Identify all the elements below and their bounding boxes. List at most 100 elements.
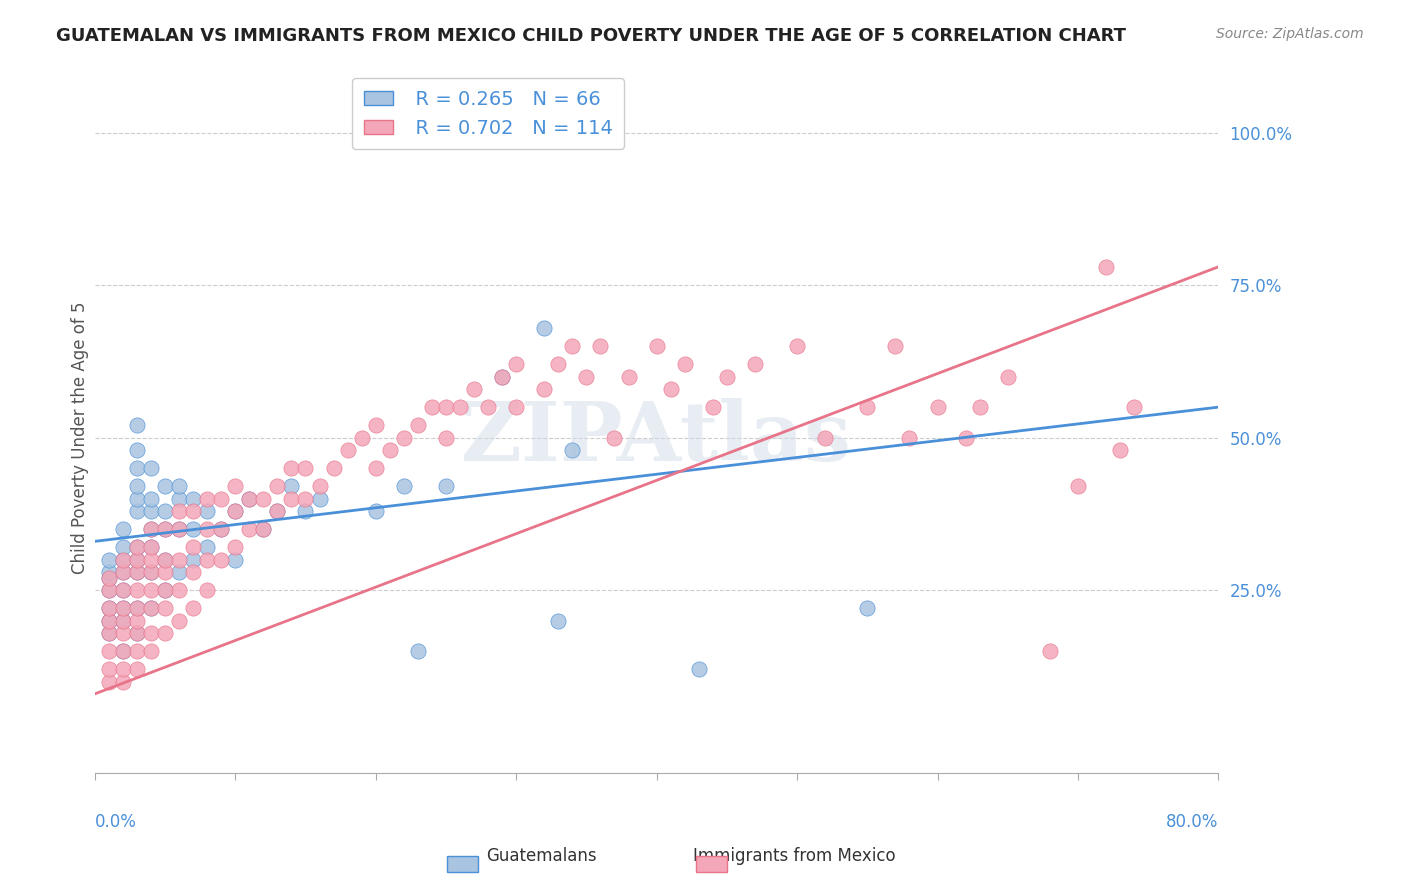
Point (434, 400, 457, 414)
Point (294, 461, 316, 475)
Point (139, 565, 162, 579)
Point (111, 601, 134, 615)
Point (139, 644, 162, 658)
Point (97, 614, 120, 628)
Point (153, 565, 176, 579)
Text: 80.0%: 80.0% (1166, 814, 1219, 831)
Point (139, 552, 162, 566)
Point (153, 522, 176, 536)
Point (238, 491, 260, 506)
Point (167, 565, 190, 579)
Point (392, 479, 415, 493)
Point (153, 583, 176, 598)
Point (224, 479, 246, 493)
Point (434, 431, 457, 445)
Point (125, 625, 148, 640)
Point (505, 358, 527, 372)
Point (406, 644, 429, 658)
Point (927, 400, 949, 414)
Point (153, 625, 176, 640)
Point (224, 504, 246, 518)
Point (364, 418, 387, 433)
Point (1095, 260, 1118, 274)
Point (856, 400, 879, 414)
Point (209, 552, 232, 566)
Point (252, 491, 274, 506)
Point (167, 479, 190, 493)
Point (491, 369, 513, 384)
Point (280, 479, 302, 493)
Point (814, 431, 837, 445)
Point (111, 541, 134, 555)
Text: 0.0%: 0.0% (94, 814, 136, 831)
Point (856, 601, 879, 615)
Point (139, 504, 162, 518)
Point (195, 491, 218, 506)
Point (97, 663, 120, 677)
Point (294, 491, 316, 506)
Point (238, 522, 260, 536)
Point (167, 491, 190, 506)
Point (195, 504, 218, 518)
Point (97, 583, 120, 598)
Point (533, 382, 555, 396)
Point (1039, 644, 1062, 658)
Point (406, 418, 429, 433)
Point (547, 358, 569, 372)
Point (139, 541, 162, 555)
Point (505, 400, 527, 414)
Text: Immigrants from Mexico: Immigrants from Mexico (693, 847, 896, 865)
Point (364, 504, 387, 518)
Point (111, 565, 134, 579)
Point (153, 552, 176, 566)
Point (181, 491, 204, 506)
Point (378, 442, 401, 457)
Point (252, 522, 274, 536)
Point (125, 601, 148, 615)
Point (139, 522, 162, 536)
Point (139, 601, 162, 615)
Point (97, 583, 120, 598)
Point (139, 601, 162, 615)
Point (125, 583, 148, 598)
Point (167, 552, 190, 566)
Point (167, 522, 190, 536)
Point (561, 442, 583, 457)
Point (181, 522, 204, 536)
Point (139, 522, 162, 536)
Point (111, 663, 134, 677)
Point (97, 625, 120, 640)
Point (125, 461, 148, 475)
Point (125, 601, 148, 615)
Point (125, 663, 148, 677)
Y-axis label: Child Poverty Under the Age of 5: Child Poverty Under the Age of 5 (72, 301, 89, 574)
Point (364, 461, 387, 475)
Point (575, 369, 598, 384)
Point (97, 552, 120, 566)
Point (955, 431, 977, 445)
Point (1109, 442, 1132, 457)
Point (195, 552, 218, 566)
Point (111, 583, 134, 598)
Point (561, 339, 583, 353)
Point (125, 565, 148, 579)
Point (322, 461, 344, 475)
Point (280, 461, 302, 475)
Point (97, 601, 120, 615)
Point (153, 522, 176, 536)
Point (181, 552, 204, 566)
Text: Source: ZipAtlas.com: Source: ZipAtlas.com (1216, 27, 1364, 41)
Point (125, 614, 148, 628)
Point (97, 674, 120, 689)
Point (1067, 479, 1090, 493)
Point (125, 552, 148, 566)
Point (997, 369, 1019, 384)
Point (167, 522, 190, 536)
Point (1123, 400, 1146, 414)
Point (111, 625, 134, 640)
Point (392, 431, 415, 445)
Point (617, 369, 640, 384)
Point (125, 625, 148, 640)
Point (603, 431, 626, 445)
Point (224, 552, 246, 566)
